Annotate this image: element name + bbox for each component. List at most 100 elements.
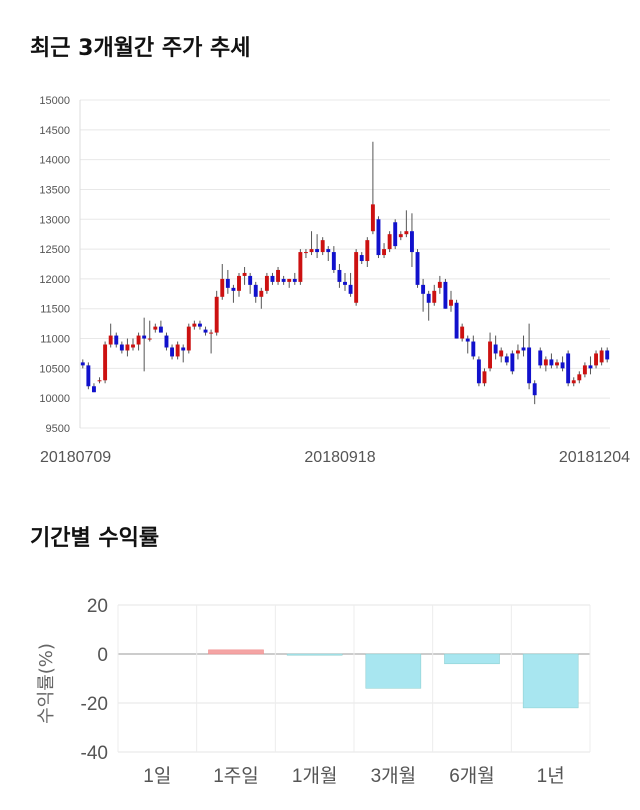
candle-body: [605, 350, 610, 360]
candle-body: [476, 359, 481, 384]
y-tick-label: 0: [97, 645, 108, 666]
candle-body: [97, 380, 102, 382]
bar-series: [208, 649, 579, 709]
candle: [331, 246, 336, 273]
candle: [186, 323, 191, 354]
candle: [298, 249, 303, 285]
candlestick-chart: 9500 10000 10500 11000 11500 12000 12500 13000 1…: [39, 95, 630, 466]
candle-body: [588, 365, 593, 369]
candle-body: [303, 252, 308, 254]
candle-body: [170, 347, 175, 357]
candle-body: [359, 255, 364, 262]
candle-body: [560, 362, 565, 369]
candle: [125, 338, 130, 357]
candle-body: [181, 347, 186, 351]
return-bar: [286, 653, 343, 656]
y-tick-label: 10000: [39, 393, 70, 405]
bar-grid: [117, 604, 591, 753]
candle: [170, 344, 175, 360]
candle-body: [566, 353, 571, 384]
return-bar: [522, 653, 579, 709]
candle: [281, 275, 286, 285]
y-tick-label: 14000: [39, 155, 70, 167]
candle-body: [326, 249, 331, 253]
candle: [365, 237, 370, 267]
candle: [315, 234, 320, 259]
candle: [303, 249, 308, 259]
candle-body: [287, 278, 292, 282]
candle-body: [348, 284, 353, 294]
candle-body: [398, 234, 403, 238]
candle-body: [404, 231, 409, 235]
candle: [555, 359, 559, 369]
bar-x-axis: 1일 1주일 1개월 3개월 6개월 1년: [143, 765, 564, 787]
candle-body: [482, 371, 487, 384]
candle-body: [460, 326, 465, 339]
candle: [510, 350, 515, 375]
candle-body: [119, 344, 124, 351]
x-tick-label: 1일: [143, 765, 171, 787]
candle: [343, 272, 347, 291]
candle-body: [354, 252, 359, 303]
candle-body: [521, 347, 526, 351]
candle: [80, 359, 85, 369]
candle-body: [577, 374, 582, 381]
y-tick-label: 15000: [39, 95, 70, 107]
candle-series: [80, 141, 610, 405]
x-tick-label: 3개월: [371, 765, 417, 787]
candle: [471, 335, 476, 360]
candle-body: [376, 219, 381, 256]
candle-body: [432, 290, 437, 303]
candle-body: [331, 252, 336, 270]
candle: [164, 332, 169, 351]
candle-body: [264, 275, 269, 291]
candle-body: [454, 302, 459, 339]
candle: [354, 249, 359, 306]
x-tick-label: 20181204: [559, 449, 630, 466]
y-tick-label: 12000: [39, 274, 70, 286]
candle: [131, 338, 135, 351]
candle: [493, 335, 498, 360]
price-trend-title: 최근 3개월간 주가 추세: [30, 36, 251, 61]
candle: [276, 266, 281, 285]
candle-body: [86, 365, 91, 387]
y-axis-label: 수익률(%): [36, 643, 57, 724]
candle: [566, 350, 571, 387]
candle-body: [125, 344, 130, 351]
candle: [114, 332, 119, 348]
candle-body: [192, 323, 197, 327]
candle-body: [136, 335, 141, 345]
candle-body: [108, 335, 113, 345]
candle: [158, 320, 163, 333]
candle-body: [220, 278, 225, 297]
candle-body: [370, 204, 375, 232]
candle: [287, 278, 292, 288]
candle: [209, 329, 214, 354]
candle-body: [555, 362, 559, 366]
candle-body: [242, 272, 247, 276]
candle: [359, 252, 364, 264]
y-tick-label: -40: [81, 743, 108, 764]
y-tick-label: 13500: [39, 184, 70, 196]
candle: [175, 341, 180, 360]
y-tick-label: 9500: [46, 423, 70, 435]
candle: [465, 335, 470, 354]
candle: [136, 332, 141, 351]
candle: [449, 290, 453, 312]
candle-body: [499, 350, 504, 357]
candle-body: [443, 281, 448, 309]
candle: [482, 368, 487, 387]
candle: [398, 231, 403, 241]
candle-body: [393, 222, 398, 247]
candle: [387, 231, 392, 253]
candle-body: [382, 249, 387, 256]
candle-body: [532, 383, 537, 396]
candle: [476, 356, 481, 387]
period-return-title: 기간별 수익률: [30, 526, 160, 551]
candle-body: [158, 326, 163, 333]
candle-body: [571, 380, 576, 384]
candle-body: [281, 278, 286, 282]
candle-body: [309, 249, 314, 253]
candle: [521, 335, 526, 357]
bar-y-axis: -40 -20 0 20: [81, 596, 108, 764]
